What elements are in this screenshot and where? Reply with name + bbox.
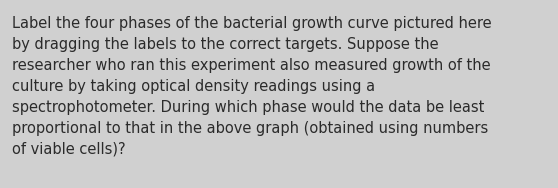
Text: Label the four phases of the bacterial growth curve pictured here
by dragging th: Label the four phases of the bacterial g… (12, 16, 492, 157)
